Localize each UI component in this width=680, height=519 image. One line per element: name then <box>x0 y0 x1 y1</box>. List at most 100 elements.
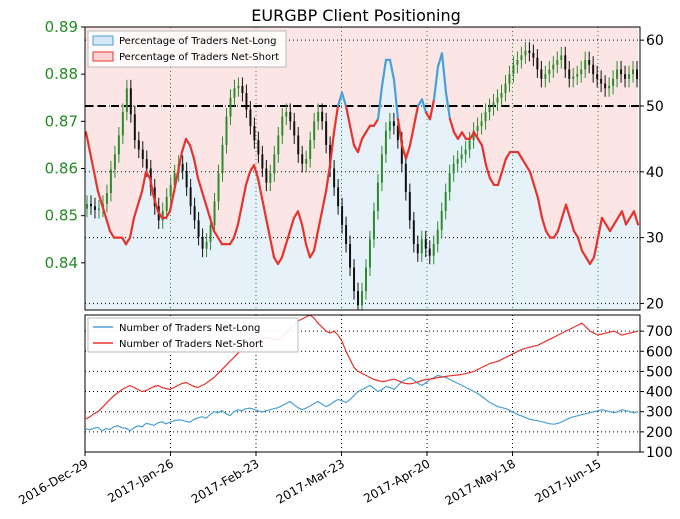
candle-body <box>516 60 519 65</box>
candle-body <box>488 107 491 112</box>
candle-body <box>364 267 367 292</box>
legend-label-net-short: Percentage of Traders Net-Short <box>119 52 279 63</box>
candle-body <box>372 210 375 240</box>
net-short-pct-segment <box>564 203 572 219</box>
candle-body <box>616 69 619 79</box>
net-short-pct-segment <box>332 104 340 134</box>
candle-body <box>185 170 188 188</box>
net-short-pct-segment <box>216 236 224 246</box>
net-short-pct-segment <box>176 150 184 173</box>
candle-body <box>301 154 304 164</box>
net-short-pct-segment <box>600 216 608 226</box>
net-long-pct-segment <box>440 52 448 94</box>
candle-body <box>496 97 499 103</box>
candle-body <box>105 193 108 204</box>
net-short-pct-segment <box>100 203 108 219</box>
net-short-pct-segment <box>256 177 264 200</box>
candle-body <box>257 140 260 155</box>
candle-body <box>556 60 559 65</box>
date-axis-ticks: 2016-Dec-29 2017-Jan-26 2017-Feb-23 2017-Ma… <box>16 452 604 508</box>
date-tick-label: 2016-Dec-29 <box>16 456 90 507</box>
candle-body <box>408 192 411 221</box>
net-short-pct-segment <box>620 210 628 226</box>
candle-body <box>532 52 535 58</box>
candle-body <box>552 64 555 70</box>
candle-body <box>197 220 200 237</box>
net-short-pct-segment <box>612 216 620 226</box>
net-short-pct-segment <box>452 131 460 140</box>
net-short-pct-segment <box>624 216 632 226</box>
net-long-pct-segment <box>392 78 400 121</box>
net-short-pct-segment <box>496 170 504 187</box>
net-short-pct-segment <box>552 229 560 239</box>
candle-body <box>464 149 467 155</box>
candle-body <box>93 206 96 211</box>
trader-count-axis-ticks: 100 200 300 400 500 600 700 <box>640 324 673 461</box>
net-short-pct-segment <box>132 203 140 219</box>
count-tick-label: 200 <box>646 425 673 441</box>
candle-body <box>444 192 447 211</box>
candle-body <box>357 291 360 306</box>
candle-body <box>624 74 627 79</box>
net-short-pct-segment <box>240 183 248 206</box>
trader-count-legend: Number of Traders Net-Long Number of Tra… <box>87 317 299 353</box>
legend-label-net-short-count: Number of Traders Net-Short <box>119 339 263 350</box>
chart-title: EURGBP Client Positioning <box>251 6 461 25</box>
net-short-pct-segment <box>400 144 408 160</box>
net-short-pct-segment <box>280 243 288 259</box>
net-short-pct-segment <box>456 131 464 140</box>
trader-count-panel: 100 200 300 400 500 600 700 2016-Dec-29 2017-Ja… <box>16 314 673 508</box>
candle-body <box>448 173 451 193</box>
trader-count-lines <box>85 315 639 432</box>
candle-body <box>576 74 579 77</box>
price-candlesticks <box>86 42 638 310</box>
candle-body <box>213 201 216 226</box>
net-short-pct-segment <box>284 229 292 246</box>
net-short-pct-segment <box>372 118 380 127</box>
candle-body <box>540 69 543 79</box>
net-short-pct-segment <box>524 164 532 173</box>
net-short-pct-segment <box>588 256 596 266</box>
net-short-pct-segment <box>272 256 280 266</box>
net-short-pct-segment <box>540 216 548 233</box>
candle-body <box>424 239 427 249</box>
price-tick-label: 0.89 <box>45 18 78 36</box>
candle-body <box>161 210 164 221</box>
net-short-pct-segment <box>344 104 352 127</box>
trader-count-legend-box <box>87 317 299 353</box>
net-short-pct-segment <box>264 216 272 239</box>
candle-body <box>620 69 623 75</box>
net-long-pct-segment <box>380 58 388 88</box>
net-short-pct-segment <box>316 210 324 233</box>
candle-body <box>281 116 284 136</box>
net-short-pct-segment <box>568 216 576 233</box>
net-short-pct-segment <box>184 137 192 147</box>
count-tick-label: 100 <box>646 445 673 461</box>
candle-body <box>145 159 148 169</box>
net-short-pct-segment <box>408 124 416 147</box>
net-short-pct-segment <box>448 118 456 134</box>
net-short-pct-segment <box>172 170 180 193</box>
net-short-pct-segment <box>252 164 260 180</box>
candle-body <box>297 135 300 155</box>
candle-body <box>544 74 547 79</box>
net-short-pct-segment <box>288 216 296 233</box>
candle-body <box>524 50 527 56</box>
price-axis-ticks: 0.84 0.85 0.86 0.87 0.88 0.89 <box>45 18 85 272</box>
candle-body <box>313 121 316 141</box>
net-short-pct-segment <box>404 144 412 160</box>
candle-body <box>333 168 336 188</box>
candle-body <box>568 69 571 79</box>
candle-body <box>173 173 176 186</box>
net-short-pct-segment <box>180 137 188 154</box>
percentage-tick-label: 60 <box>646 33 664 49</box>
net-short-pct-segment <box>204 203 212 219</box>
net-short-pct-segment <box>528 170 536 187</box>
net-short-count-line <box>85 315 639 420</box>
candle-body <box>269 173 272 183</box>
price-tick-label: 0.86 <box>45 160 78 178</box>
positioning-legend-box <box>87 30 287 68</box>
candle-body <box>97 208 100 211</box>
candle-body <box>604 83 607 89</box>
